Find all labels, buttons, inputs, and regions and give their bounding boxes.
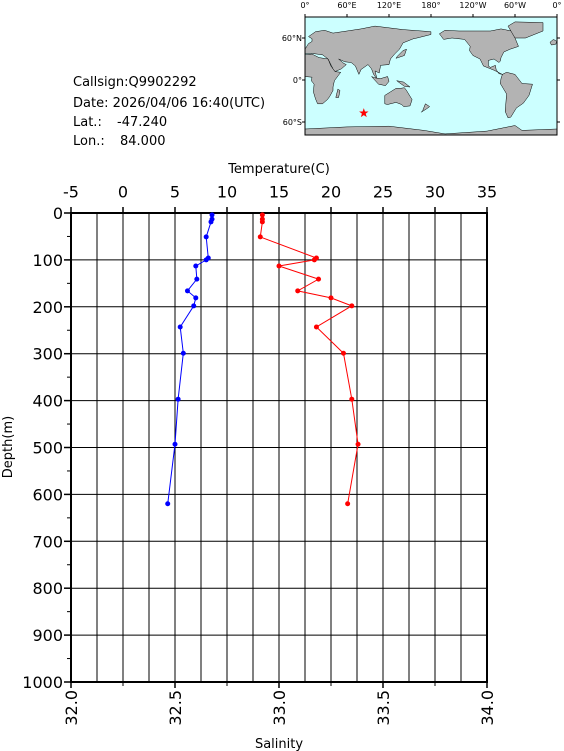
profile-point bbox=[165, 501, 171, 507]
float-marker bbox=[359, 108, 369, 118]
profile-point bbox=[203, 257, 209, 263]
y-tick-label: 900 bbox=[32, 626, 63, 645]
callsign: Callsign:Q9902292 bbox=[73, 75, 197, 90]
continent bbox=[421, 103, 431, 113]
top-tick-label: 10 bbox=[217, 183, 237, 202]
continent bbox=[384, 87, 413, 107]
bottom-tick-label: 32.5 bbox=[166, 690, 185, 726]
profile-point bbox=[345, 501, 351, 507]
lat: -47.240 bbox=[117, 115, 167, 130]
y-axis-title: Depth(m) bbox=[1, 416, 16, 478]
map: 0° 60°E 120°E 180° 120°W 60°W 0° 60°N 0° 60°S bbox=[282, 1, 562, 136]
map-lat-label: 60°S bbox=[283, 118, 302, 127]
y-tick-label: 100 bbox=[32, 251, 63, 270]
y-tick-label: 200 bbox=[32, 298, 63, 317]
y-tick-label: 500 bbox=[32, 439, 63, 458]
continent bbox=[549, 39, 557, 46]
profile-point bbox=[313, 324, 319, 330]
map-lon-label: 120°E bbox=[377, 1, 401, 10]
y-tick-label: 400 bbox=[32, 392, 63, 411]
top-tick-label: 25 bbox=[373, 183, 393, 202]
profile-point bbox=[316, 276, 322, 282]
lon-label: Lon.: bbox=[73, 134, 105, 149]
profile-point bbox=[328, 295, 334, 301]
bottom-tick-label: 33.0 bbox=[270, 690, 289, 726]
profile-point bbox=[340, 350, 346, 356]
map-lon-label: 60°E bbox=[337, 1, 356, 10]
top-tick-label: -5 bbox=[63, 183, 79, 202]
y-tick-label: 1000 bbox=[22, 673, 63, 692]
y-tick-label: 800 bbox=[32, 579, 63, 598]
profile-point bbox=[295, 288, 301, 294]
profile-point bbox=[191, 303, 197, 309]
profile-point bbox=[259, 219, 265, 225]
map-lon-label: 120°W bbox=[459, 1, 486, 10]
continent bbox=[371, 76, 390, 86]
profile-point bbox=[193, 263, 199, 269]
profile-point bbox=[311, 257, 317, 263]
date: Date: 2026/04/06 16:40(UTC) bbox=[73, 96, 265, 111]
lat-label: Lat.: bbox=[73, 115, 102, 130]
profile-point bbox=[194, 276, 200, 282]
profile-point bbox=[208, 219, 214, 225]
profile-point bbox=[203, 234, 209, 240]
y-tick-label: 700 bbox=[32, 532, 63, 551]
continent bbox=[507, 21, 544, 39]
profile-point bbox=[172, 441, 178, 447]
profile-point bbox=[355, 441, 361, 447]
map-lat-label: 60°N bbox=[282, 34, 302, 43]
profile-point bbox=[177, 324, 183, 330]
continent bbox=[305, 25, 432, 80]
map-lon-label: 0° bbox=[552, 1, 561, 10]
y-tick-label: 300 bbox=[32, 345, 63, 364]
top-tick-label: 5 bbox=[170, 183, 180, 202]
profile-point bbox=[180, 350, 186, 356]
profile-point bbox=[209, 212, 215, 218]
profile-line bbox=[167, 214, 213, 504]
profile-line bbox=[259, 214, 359, 504]
y-tick-label: 600 bbox=[32, 485, 63, 504]
map-lon-label: 60°W bbox=[504, 1, 526, 10]
bottom-tick-label: 33.5 bbox=[374, 690, 393, 726]
continent bbox=[439, 28, 519, 75]
continent bbox=[396, 80, 411, 88]
continent bbox=[305, 53, 342, 105]
bottom-tick-label: 32.0 bbox=[62, 690, 81, 726]
continent bbox=[335, 88, 341, 98]
profile-point bbox=[257, 234, 263, 240]
top-tick-label: 35 bbox=[477, 183, 497, 202]
plot-frame bbox=[70, 212, 488, 683]
map-lon-label: 0° bbox=[300, 1, 309, 10]
profile-point bbox=[175, 396, 181, 402]
top-tick-label: 20 bbox=[321, 183, 341, 202]
profile-point bbox=[193, 295, 199, 301]
continent bbox=[305, 125, 557, 135]
continent bbox=[500, 72, 533, 119]
profile-point bbox=[259, 212, 265, 218]
profile-point bbox=[276, 263, 282, 269]
land bbox=[305, 21, 557, 135]
profile-point bbox=[349, 303, 355, 309]
bottom-tick-label: 34.0 bbox=[478, 690, 497, 726]
lon: 84.000 bbox=[120, 134, 166, 149]
profile-point bbox=[184, 288, 190, 294]
continent bbox=[395, 48, 407, 59]
top-tick-label: 0 bbox=[118, 183, 128, 202]
map-lat-label: 0° bbox=[293, 76, 302, 85]
y-tick-label: 0 bbox=[53, 204, 63, 223]
top-axis-title: Temperature(C) bbox=[227, 162, 330, 177]
profile-point bbox=[349, 396, 355, 402]
top-tick-label: 15 bbox=[269, 183, 289, 202]
map-lon-label: 180° bbox=[421, 1, 440, 10]
top-tick-label: 30 bbox=[425, 183, 445, 202]
bottom-axis-title: Salinity bbox=[255, 737, 303, 751]
